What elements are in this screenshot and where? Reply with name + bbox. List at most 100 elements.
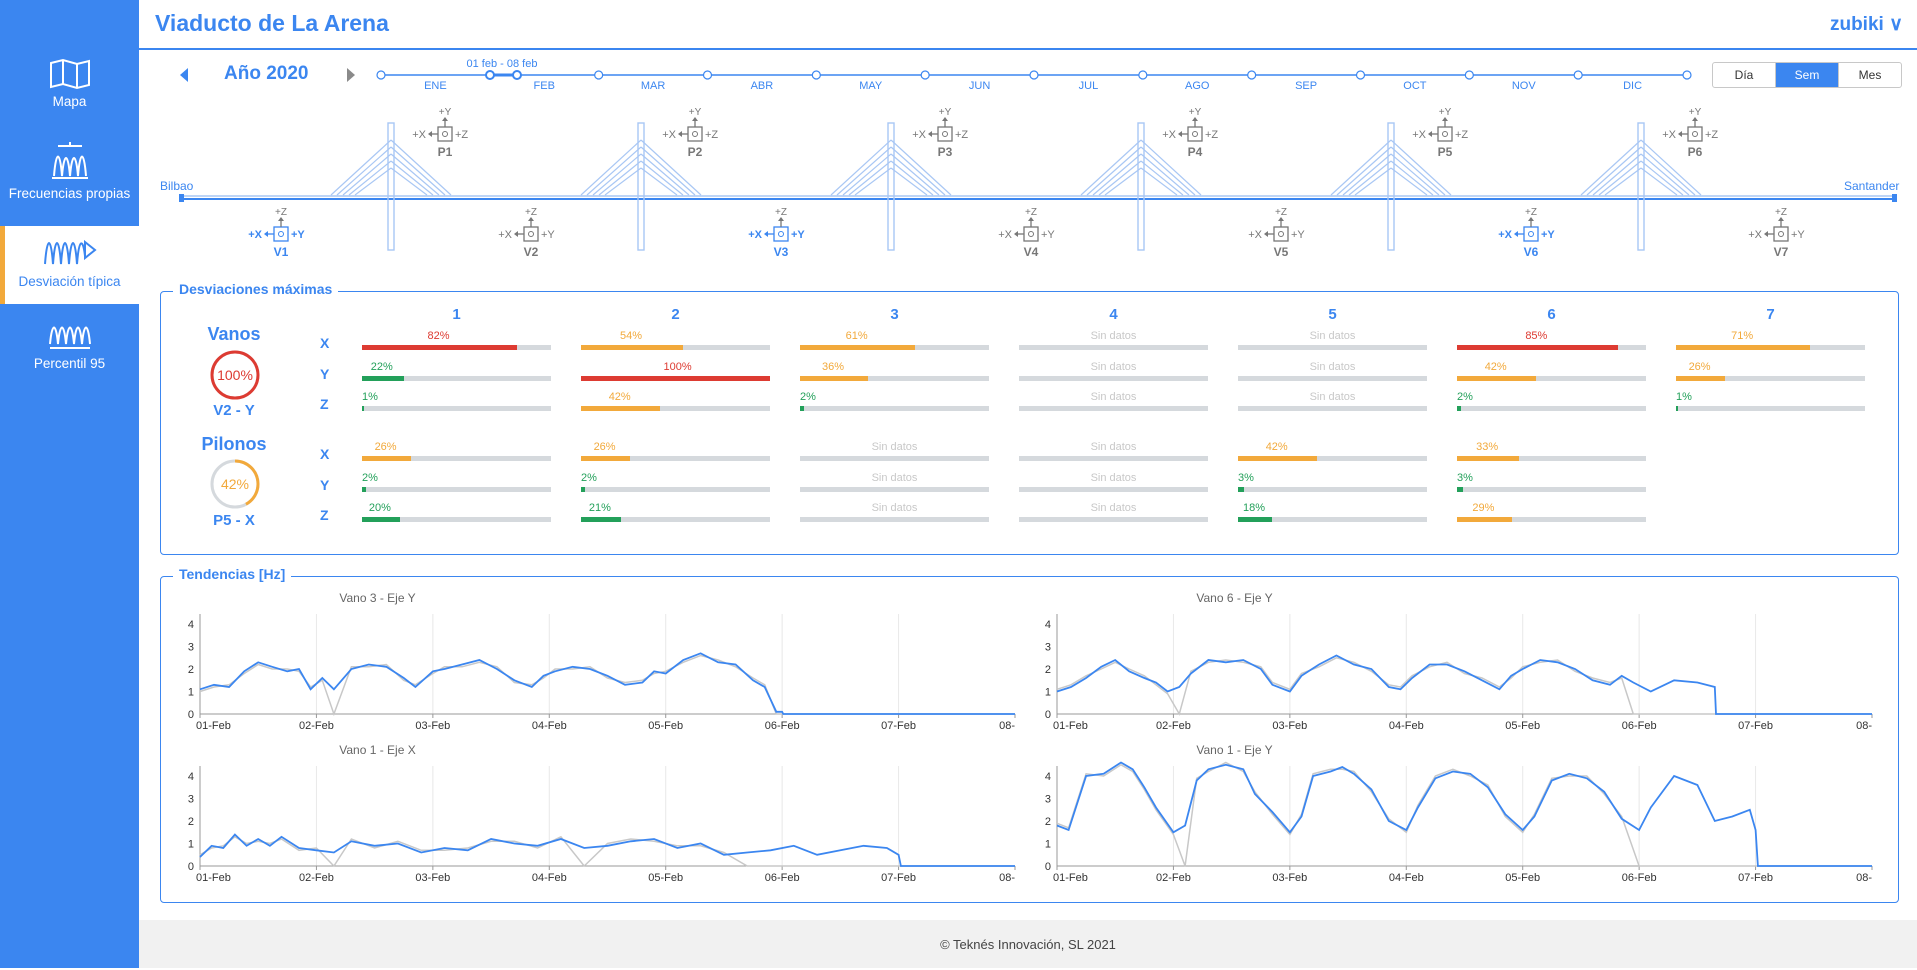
timeline-month-label[interactable]: OCT: [1403, 80, 1427, 92]
deviation-bar-fill[interactable]: [581, 345, 684, 350]
timeline-month-dot[interactable]: [1355, 70, 1366, 80]
week-handle-start[interactable]: [485, 70, 495, 80]
sensor-arrow-up: [528, 217, 534, 221]
deviation-bar-fill[interactable]: [1676, 345, 1811, 350]
sensor-up-label: +Y: [939, 107, 952, 118]
user-menu[interactable]: zubiki ∨: [1829, 14, 1903, 35]
sensor-up-label: +Z: [1025, 207, 1037, 218]
sidebar-item-desviacion[interactable]: Desviación típica: [0, 226, 139, 304]
deviation-bar-fill[interactable]: [1457, 375, 1537, 381]
deviation-bar-fill[interactable]: [362, 345, 517, 350]
timeline-month-label[interactable]: SEP: [1295, 80, 1317, 92]
deviation-bar-fill[interactable]: [362, 456, 412, 461]
pylon-P5[interactable]: +Y +X +ZP5: [1330, 107, 1468, 251]
pylon-P3[interactable]: +Y +X +ZP3: [830, 107, 968, 251]
deviation-bar-fill[interactable]: [362, 486, 366, 492]
deviation-bar-fill[interactable]: [1238, 517, 1273, 522]
deviation-bar-track: [581, 486, 770, 492]
deviation-bar-fill[interactable]: [800, 345, 916, 350]
deviation-bar-fill[interactable]: [581, 375, 770, 381]
deviation-bar-fill[interactable]: [581, 456, 631, 461]
deviation-bar-fill[interactable]: [1457, 345, 1618, 350]
span-V3[interactable]: +Z +X +YV3: [748, 207, 805, 259]
sidebar-item-mapa[interactable]: Mapa: [0, 58, 139, 144]
deviation-bar-track: [1457, 406, 1646, 411]
span-V1[interactable]: +Z +X +YV1: [248, 207, 305, 259]
sensor-arrow-left: [428, 131, 432, 137]
span-V5[interactable]: +Z +X +YV5: [1248, 207, 1305, 259]
timeline-month-label[interactable]: DIC: [1623, 80, 1642, 92]
deviation-bar-fill[interactable]: [362, 517, 400, 522]
timeline-month-label[interactable]: FEB: [534, 80, 555, 92]
timeline-month-label[interactable]: ABR: [751, 80, 774, 92]
sensor-up-label: +Z: [775, 207, 787, 218]
deviation-bar-fill[interactable]: [362, 375, 404, 381]
span-V7[interactable]: +Z +X +YV7: [1748, 207, 1805, 259]
stay-cable: [1604, 167, 1642, 196]
span-V4[interactable]: +Z +X +YV4: [998, 207, 1055, 259]
deviation-bar-fill[interactable]: [1238, 486, 1244, 492]
pylon-label: P5: [1438, 145, 1453, 159]
deviation-bar-fill[interactable]: [800, 406, 804, 411]
next-year-arrow-icon[interactable]: [347, 68, 355, 82]
deviation-bar-fill[interactable]: [581, 406, 661, 411]
timeline-month-dot[interactable]: [1464, 70, 1474, 80]
deviation-bar-fill[interactable]: [1457, 456, 1520, 461]
week-handle-end[interactable]: [512, 70, 522, 80]
timeline-month-dot[interactable]: [1682, 70, 1692, 80]
deviation-bar-fill[interactable]: [581, 486, 585, 492]
sidebar-item-percentil[interactable]: Percentil 95: [0, 316, 139, 402]
sensor-left-label: +X: [498, 229, 512, 241]
pylon-P1[interactable]: +Y +X +ZP1: [330, 107, 468, 251]
timeline-month-dot[interactable]: [1138, 70, 1148, 80]
deviation-bar-fill[interactable]: [800, 375, 869, 381]
period-month-button[interactable]: Mes: [1838, 63, 1901, 87]
deviation-value: 100%: [663, 360, 692, 373]
timeline-month-label[interactable]: MAY: [859, 80, 883, 92]
sensor-left-label: +X: [412, 129, 426, 141]
deviation-bar-fill[interactable]: [1676, 406, 1678, 411]
deviation-bar-fill[interactable]: [1457, 486, 1463, 492]
timeline-month-dot[interactable]: [702, 70, 713, 80]
deviation-bar-track: [362, 486, 551, 492]
deviation-bar-track: [800, 486, 989, 492]
span-V2[interactable]: +Z +X +YV2: [498, 207, 555, 259]
stay-cable: [836, 146, 892, 196]
stay-cable: [348, 160, 392, 196]
pylon-P6[interactable]: +Y +X +ZP6: [1580, 107, 1718, 251]
timeline-month-dot[interactable]: [376, 70, 386, 80]
timeline-month-label[interactable]: ENE: [424, 80, 447, 92]
timeline-month-dot[interactable]: [811, 70, 821, 80]
pilonos-max-location: P5 - X: [213, 512, 255, 529]
timeline-month-label[interactable]: JUL: [1079, 80, 1099, 92]
sidebar-item-frecuencias[interactable]: Frecuencias propias: [0, 140, 139, 226]
pylon-P4[interactable]: +Y +X +ZP4: [1080, 107, 1218, 251]
prev-year-arrow-icon[interactable]: [180, 68, 188, 82]
timeline-month-label[interactable]: JUN: [969, 80, 990, 92]
timeline-month-dot[interactable]: [920, 70, 930, 80]
deviation-bar-fill[interactable]: [1457, 406, 1461, 411]
deviation-bar-fill[interactable]: [362, 406, 364, 411]
timeline-month-dot[interactable]: [1247, 70, 1257, 80]
stay-cable: [390, 139, 452, 196]
timeline-month-label[interactable]: MAR: [641, 80, 666, 92]
timeline-month-label[interactable]: AGO: [1185, 80, 1210, 92]
timeline-month-dot[interactable]: [1573, 70, 1583, 80]
span-V6[interactable]: +Z +X +YV6: [1498, 207, 1555, 259]
timeline-month-label[interactable]: NOV: [1512, 80, 1537, 92]
stay-cable: [390, 167, 428, 196]
deviation-bar-fill[interactable]: [1676, 375, 1726, 381]
timeline-month-dot[interactable]: [594, 70, 604, 80]
period-week-button[interactable]: Sem: [1775, 63, 1838, 87]
stay-cable: [890, 160, 934, 196]
timeline-month-dot[interactable]: [1029, 70, 1039, 80]
sensor-up-label: +Y: [1439, 107, 1452, 118]
period-day-button[interactable]: Día: [1734, 68, 1754, 82]
sidebar-label-mapa: Mapa: [52, 94, 87, 109]
pylon-P2[interactable]: +Y +X +ZP2: [580, 107, 718, 251]
deviation-value: 2%: [362, 471, 378, 484]
deviation-bar-fill[interactable]: [1238, 456, 1318, 461]
pylon-label: P1: [438, 145, 453, 159]
deviation-bar-fill[interactable]: [1457, 517, 1512, 522]
deviation-bar-fill[interactable]: [581, 517, 621, 522]
